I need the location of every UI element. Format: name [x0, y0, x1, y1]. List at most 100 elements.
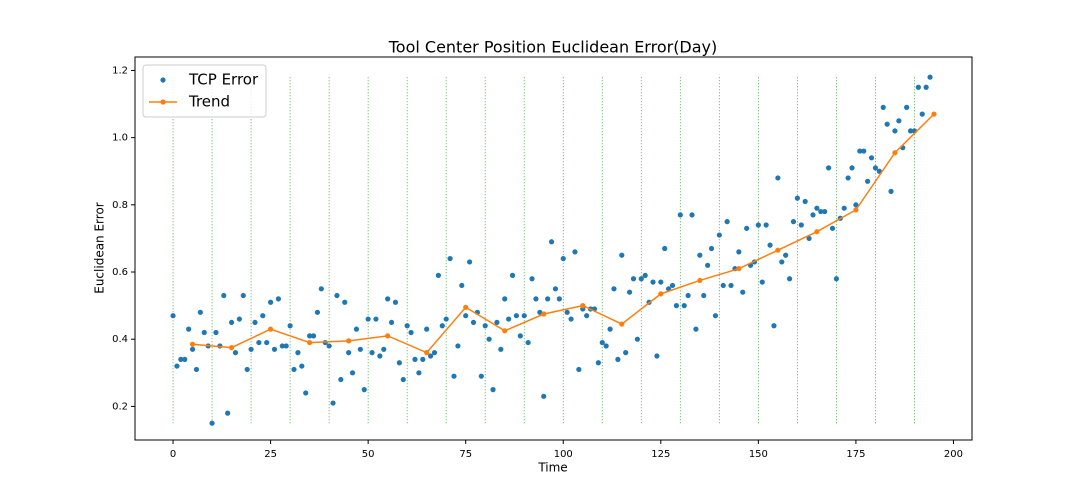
scatter-point [685, 292, 691, 299]
scatter-point [299, 363, 305, 369]
scatter-point [209, 420, 215, 426]
scatter-point [303, 390, 309, 396]
scatter-point [853, 202, 859, 208]
scatter-point [841, 205, 847, 211]
trend-marker [580, 303, 586, 309]
scatter-point [595, 360, 601, 366]
scatter-point [630, 276, 637, 282]
trend-marker [346, 338, 352, 344]
trend-marker [267, 326, 274, 332]
scatter-point [498, 346, 504, 352]
trend-marker [892, 150, 898, 156]
scatter-point [186, 326, 192, 332]
scatter-point [810, 212, 816, 218]
scatter-point [786, 276, 793, 282]
scatter-point [755, 222, 761, 228]
scatter-point [673, 303, 680, 309]
scatter-point [408, 329, 414, 336]
scatter-point [822, 208, 828, 215]
trend-marker [502, 328, 508, 334]
scatter-point [865, 178, 871, 184]
scatter-point [264, 339, 270, 346]
scatter-point [880, 104, 886, 110]
legend-box [142, 64, 267, 118]
scatter-point [868, 155, 875, 161]
scatter-point [677, 212, 683, 218]
scatter-point [884, 121, 890, 127]
scatter-point [857, 148, 863, 154]
scatter-point [572, 249, 578, 255]
scatter-point [509, 272, 516, 278]
scatter-point [779, 259, 785, 265]
scatter-point [412, 356, 418, 362]
scatter-point [482, 323, 488, 329]
scatter-point [342, 299, 348, 305]
scatter-point [275, 296, 282, 302]
scatter-point [728, 282, 734, 289]
legend-label: Trend [188, 93, 230, 111]
scatter-point [556, 296, 562, 302]
scatter-point [716, 232, 722, 238]
scatter-point [439, 323, 445, 329]
scatter-point [357, 346, 363, 352]
trend-marker [853, 207, 859, 213]
plot-area: 0 25 50 75 100 125 150 175 200 0.2 0.4 0.6 0.8 1.0 1.2 [112, 65, 963, 460]
scatter-point [228, 319, 235, 326]
scatter-point [564, 309, 570, 315]
scatter-point [201, 329, 207, 336]
scatter-point [443, 316, 449, 322]
scatter-point [236, 316, 242, 322]
scatter-point [396, 360, 402, 366]
scatter-point [314, 309, 321, 315]
scatter-point [295, 350, 301, 356]
x-tick-label: 150 [749, 449, 768, 460]
scatter-point [767, 242, 773, 248]
x-axis-label: Time [537, 461, 567, 475]
scatter-point [174, 363, 180, 369]
scatter-point [904, 104, 910, 110]
scatter-point [626, 289, 633, 295]
scatter-point [708, 245, 715, 252]
scatter-point [416, 370, 422, 376]
scatter-point [459, 282, 465, 289]
scatter-point [701, 292, 707, 299]
scatter-point [447, 255, 453, 262]
scatter-point [619, 252, 625, 258]
scatter-point [790, 219, 797, 225]
scatter-point [470, 319, 477, 326]
scatter-point [736, 249, 742, 255]
scatter-point [537, 309, 543, 315]
scatter-point [427, 353, 434, 359]
legend-label: TCP Error [188, 71, 259, 89]
scatter-point [623, 350, 629, 356]
scatter-point [291, 366, 297, 373]
scatter-point [603, 343, 609, 349]
scatter-point [431, 350, 438, 356]
x-tick-label: 50 [362, 449, 375, 460]
scatter-point [271, 346, 278, 352]
scatter-point [740, 289, 746, 295]
y-tick-label: 0.6 [112, 267, 128, 278]
scatter-point [385, 296, 391, 302]
trend-marker [385, 333, 391, 339]
scatter-point [381, 346, 387, 352]
scatter-point [552, 286, 559, 292]
trend-line [192, 113, 935, 354]
scatter-point [806, 235, 812, 242]
scatter-point [861, 148, 867, 154]
scatter-point [330, 400, 336, 406]
trend-marker [697, 277, 703, 284]
scatter-point [467, 259, 473, 265]
scatter-point [927, 74, 933, 80]
scatter-point [392, 299, 399, 305]
scatter-point [638, 276, 644, 282]
legend-swatch [160, 99, 166, 105]
scatter-point [240, 292, 246, 299]
scatter-point [548, 239, 555, 245]
scatter-point [232, 350, 239, 356]
scatter-point [818, 208, 824, 215]
trend-marker [307, 339, 313, 346]
scatter-point [560, 255, 566, 262]
scatter-point [814, 205, 820, 211]
scatter-point [763, 222, 769, 228]
